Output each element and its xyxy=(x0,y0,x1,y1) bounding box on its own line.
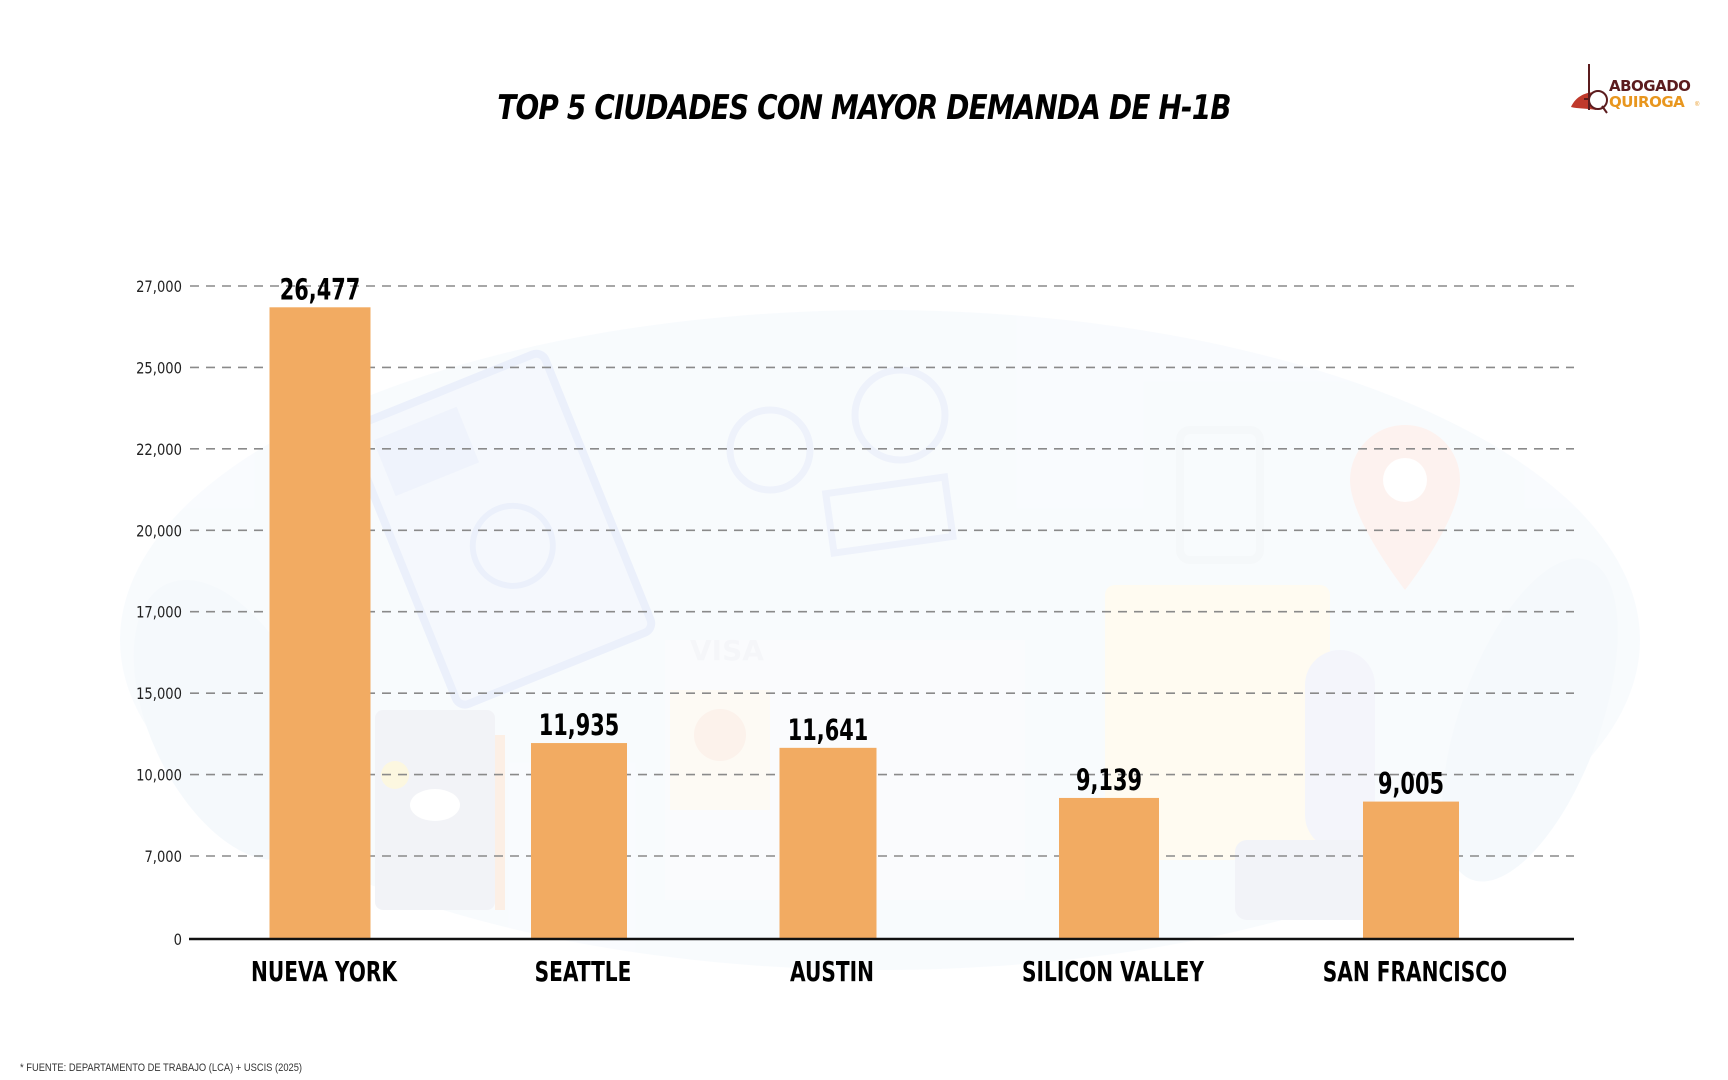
chart-title: TOP 5 CIUDADES CON MAYOR DEMANDA DE H-1B xyxy=(497,88,1231,128)
logo-line2: QUIROGA xyxy=(1609,93,1685,111)
bar-value-label: 11,935 xyxy=(539,709,620,742)
y-tick-label: 25,000 xyxy=(136,359,182,378)
location-pin-shape xyxy=(1350,425,1460,590)
logo-registered-mark: ® xyxy=(1695,102,1700,108)
y-tick-label: 7,000 xyxy=(144,848,182,867)
x-category-label: NUEVA YORK xyxy=(251,955,398,988)
bar xyxy=(531,743,627,939)
bar-value-label: 11,641 xyxy=(788,713,869,746)
gridlines xyxy=(190,285,1574,857)
bar xyxy=(1059,797,1159,939)
y-tick-label: 15,000 xyxy=(136,685,182,704)
value-labels: 26,477 11,935 11,641 9,139 9,005 xyxy=(280,273,1444,801)
y-tick-label: 22,000 xyxy=(136,441,182,460)
y-tick-label: 17,000 xyxy=(136,603,182,622)
y-axis-ticks: 0 7,000 10,000 15,000 17,000 20,000 22,000 25,0… xyxy=(136,278,182,950)
stamp-circle-shape xyxy=(726,406,814,494)
y-tick-label: 0 xyxy=(174,931,182,950)
bar-value-label: 26,477 xyxy=(280,273,361,306)
folder-shape xyxy=(1105,585,1330,860)
bar xyxy=(779,747,877,939)
bars xyxy=(269,307,1459,939)
bar-value-label: 9,139 xyxy=(1076,764,1142,797)
y-tick-label: 20,000 xyxy=(136,522,182,541)
logo-line1: ABOGADO xyxy=(1609,77,1691,95)
x-category-label: SILICON VALLEY xyxy=(1022,955,1204,988)
source-footnote: * FUENTE: DEPARTAMENTO DE TRABAJO (LCA) … xyxy=(20,1062,303,1074)
x-category-label: SAN FRANCISCO xyxy=(1323,955,1507,988)
passport-shape xyxy=(346,349,656,709)
y-tick-label: 10,000 xyxy=(136,766,182,785)
x-category-label: AUSTIN xyxy=(790,955,874,988)
y-tick-label: 27,000 xyxy=(136,278,182,297)
visa-lettering: VISA xyxy=(690,634,764,667)
brand-logo: ABOGADO QUIROGA ® xyxy=(1568,62,1708,118)
x-category-label: SEATTLE xyxy=(535,955,632,988)
stamp-circle-shape xyxy=(851,366,949,464)
bar xyxy=(269,307,371,939)
bar xyxy=(1363,801,1459,939)
bar-value-label: 9,005 xyxy=(1378,767,1444,800)
logo-emblem-icon xyxy=(1571,64,1608,114)
x-axis-labels: NUEVA YORK SEATTLE AUSTIN SILICON VALLEY SAN… xyxy=(251,955,1507,988)
